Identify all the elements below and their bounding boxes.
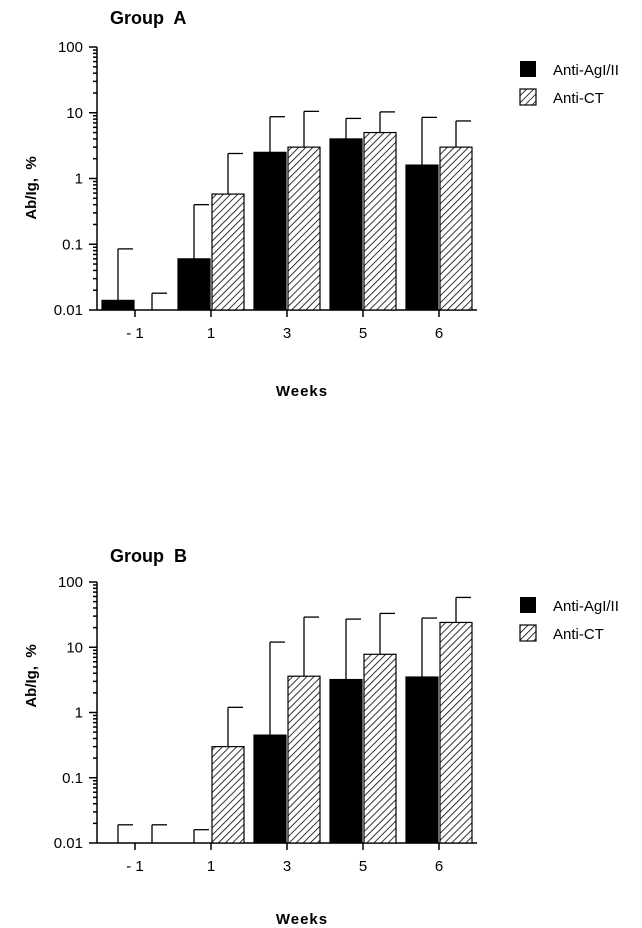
legend-label-anti-agi-ii: Anti-AgI/II <box>553 62 619 79</box>
bar-anti-agi-ii-week-1 <box>177 258 211 311</box>
legend-swatch-anti-ct <box>519 624 537 642</box>
bar-anti-ct-week-3 <box>287 146 321 311</box>
y-tick-label: 0.01 <box>54 302 83 319</box>
y-tick-label: 100 <box>58 39 83 56</box>
bar-anti-agi-ii-week-5 <box>329 138 363 311</box>
legend-label-anti-ct: Anti-CT <box>553 90 604 107</box>
chart-title: Group A <box>110 8 186 28</box>
bar-anti-agi-ii-week-5 <box>329 678 363 844</box>
bar-anti-ct-week-6 <box>439 146 473 311</box>
y-tick-label: 1 <box>75 705 83 722</box>
legend-label-anti-agi-ii: Anti-AgI/II <box>553 598 619 615</box>
y-tick-label: 0.1 <box>62 770 83 787</box>
bar-anti-ct-week-6 <box>439 621 473 844</box>
x-tick-label: 3 <box>283 325 291 342</box>
chart-panel-group-a: Group A Ab/Ig, % Weeks 100 10 1 0.1 0.01 - 1 1… <box>23 8 619 400</box>
bar-anti-agi-ii-week-6 <box>405 164 439 311</box>
x-tick-label: 6 <box>435 858 443 875</box>
x-tick-label: - 1 <box>126 858 144 875</box>
x-tick-label: 3 <box>283 858 291 875</box>
y-tick-label: 100 <box>58 574 83 591</box>
bar-anti-ct-week-5 <box>363 653 397 844</box>
x-tick-label: 6 <box>435 325 443 342</box>
y-axis-label: Ab/Ig, % <box>23 156 40 219</box>
bar-anti-agi-ii-week-6 <box>405 676 439 844</box>
legend-swatch-anti-agi-ii <box>520 597 536 613</box>
x-tick-label: 5 <box>359 858 367 875</box>
legend-swatch-anti-agi-ii <box>520 61 536 77</box>
bar-anti-ct-week-5 <box>363 131 397 311</box>
chart-title: Group B <box>110 546 187 566</box>
legend: Anti-AgI/II Anti-CT <box>519 61 619 107</box>
x-axis-label: Weeks <box>276 383 328 400</box>
x-tick-label: 1 <box>207 858 215 875</box>
y-tick-label: 10 <box>66 639 83 656</box>
y-tick-label: 0.01 <box>54 835 83 852</box>
legend: Anti-AgI/II Anti-CT <box>519 597 619 643</box>
bar-anti-ct-week-1 <box>211 746 245 844</box>
bar-anti-agi-ii-week-3 <box>253 151 287 311</box>
y-tick-label: 0.1 <box>62 236 83 253</box>
bar-anti-ct-week-1 <box>211 193 245 311</box>
legend-swatch-anti-ct <box>519 88 537 106</box>
y-tick-label: 10 <box>66 105 83 122</box>
y-tick-label: 1 <box>75 171 83 188</box>
bar-anti-agi-ii-week-3 <box>253 734 287 844</box>
legend-label-anti-ct: Anti-CT <box>553 626 604 643</box>
bar-anti-ct-week-3 <box>287 675 321 844</box>
chart-panel-group-b: Group B Ab/Ig, % Weeks 100 10 1 0.1 0.01 - 1 1… <box>23 546 619 928</box>
x-axis-label: Weeks <box>276 911 328 928</box>
x-tick-label: 1 <box>207 325 215 342</box>
y-axis-label: Ab/Ig, % <box>23 644 40 707</box>
x-tick-label: 5 <box>359 325 367 342</box>
x-tick-label: - 1 <box>126 325 144 342</box>
bar-anti-agi-ii-week-1 <box>101 299 135 311</box>
